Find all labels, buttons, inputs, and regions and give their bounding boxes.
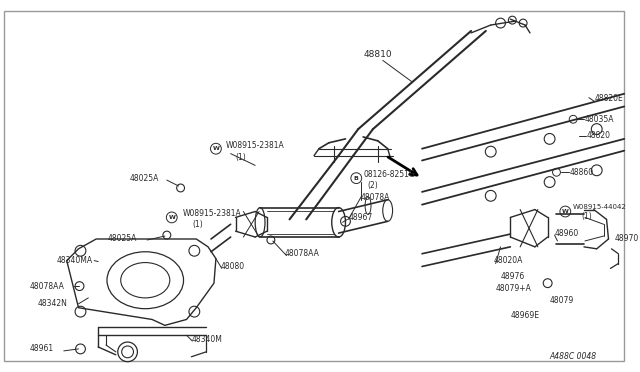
Circle shape (351, 173, 362, 183)
Text: 48340MA: 48340MA (57, 256, 93, 265)
Text: 48020A: 48020A (493, 256, 523, 265)
Text: 48960: 48960 (554, 229, 579, 238)
Text: 48810: 48810 (364, 50, 392, 59)
Text: W: W (168, 215, 175, 220)
Text: (1): (1) (193, 220, 203, 229)
Circle shape (211, 143, 221, 154)
Text: 48342N: 48342N (37, 299, 67, 308)
Text: W08915-2381A: W08915-2381A (226, 141, 285, 150)
Text: 48967: 48967 (348, 213, 372, 222)
Text: W: W (212, 146, 220, 151)
Text: 48079+A: 48079+A (495, 283, 531, 292)
Text: (1): (1) (581, 212, 592, 221)
Text: 48079: 48079 (550, 296, 574, 305)
Text: 48820E: 48820E (595, 94, 623, 103)
Text: 08126-8251G: 08126-8251G (363, 170, 415, 179)
Text: 48025A: 48025A (108, 234, 138, 244)
Text: 48080: 48080 (221, 262, 245, 271)
Text: (2): (2) (367, 180, 378, 189)
Text: 48860: 48860 (569, 168, 593, 177)
Circle shape (166, 212, 177, 223)
Text: B: B (354, 176, 358, 181)
Text: W08915-2381A: W08915-2381A (182, 209, 241, 218)
Text: 48035A: 48035A (585, 115, 614, 124)
Text: 48078A: 48078A (360, 193, 390, 202)
Text: 48970: 48970 (614, 234, 639, 244)
Text: 48969E: 48969E (510, 311, 540, 320)
Text: 48340M: 48340M (191, 334, 222, 344)
Text: 48078AA: 48078AA (285, 249, 319, 258)
Text: 48025A: 48025A (129, 174, 159, 183)
Text: 48976: 48976 (500, 272, 525, 281)
Text: (1): (1) (236, 153, 246, 162)
Text: A488C 0048: A488C 0048 (550, 352, 596, 361)
Circle shape (560, 206, 571, 217)
Text: 48961: 48961 (29, 344, 54, 353)
Text: W08915-44042: W08915-44042 (573, 203, 627, 209)
Text: W: W (562, 209, 569, 214)
Text: 48820: 48820 (587, 131, 611, 141)
Text: 48078AA: 48078AA (29, 282, 64, 291)
